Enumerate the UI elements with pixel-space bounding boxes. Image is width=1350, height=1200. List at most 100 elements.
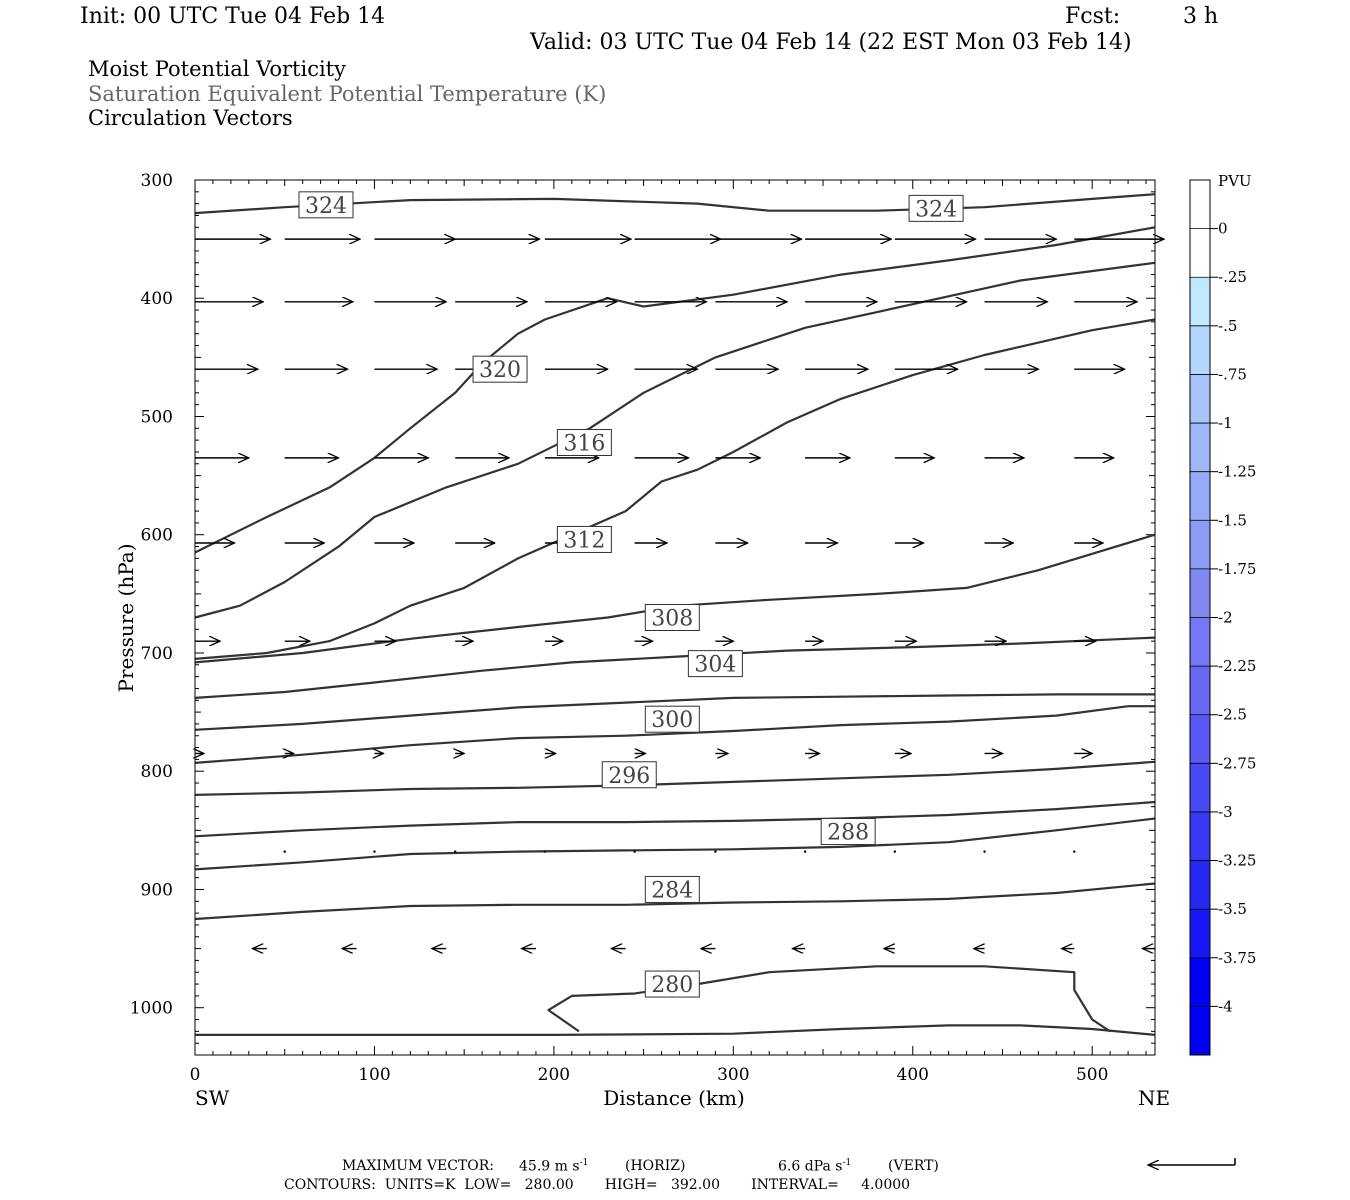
y-tick-label: 300 [141,171,173,191]
valid-time: Valid: 03 UTC Tue 04 Feb 14 (22 EST Mon … [530,30,1132,55]
contour-label-box [644,875,700,903]
theta-e-contour [194,693,1155,731]
field-title-thetae: Saturation Equivalent Potential Temperat… [88,82,607,106]
vector-dot [893,850,897,853]
colorbar-swatch [1190,568,1210,618]
sw-label: SW [195,1086,230,1110]
y-tick-label: 1000 [130,999,173,1019]
y-tick-label: 800 [141,762,173,782]
colorbar-label: -.75 [1218,365,1247,383]
contour-label-box [644,705,700,733]
colorbar-swatch [1190,617,1210,667]
colorbar-swatch [1190,180,1210,229]
contour-label: 288 [827,821,869,846]
x-tick-label: 500 [1076,1065,1108,1085]
max-vector-label: MAXIMUM VECTOR: [342,1158,494,1174]
contour-label-box [556,429,612,456]
vector-dot [714,850,717,853]
contour-label-box [601,761,657,789]
theta-e-contour [194,261,1156,619]
forecast-label: Fcst: [1065,4,1121,29]
colorbar-label: 0 [1218,220,1228,238]
colorbar-label: -3 [1218,803,1233,821]
max-horiz-value: 45.9 m s-1 [519,1158,589,1175]
init-time: Init: 00 UTC Tue 04 Feb 14 [80,4,386,29]
contour-label: 324 [305,194,347,219]
x-tick-label: 200 [538,1065,570,1085]
colorbar-swatch [1190,228,1210,278]
colorbar-swatch [1190,423,1210,472]
contour-label-box [687,650,743,678]
colorbar-label: -3.5 [1218,900,1247,918]
theta-e-contour [547,965,1111,1033]
colorbar-swatch [1190,471,1210,521]
y-tick-label: 400 [141,289,173,309]
x-tick-label: 100 [358,1065,390,1085]
vector-dot [633,850,636,853]
theta-e-contour [194,636,1156,699]
colorbar-swatch [1190,666,1210,715]
theta-e-contour [643,226,1156,308]
x-tick-label: 300 [717,1065,749,1085]
colorbar-label: -2.5 [1218,706,1247,724]
colorbar-label: -4 [1218,997,1233,1015]
contour-label: 324 [915,197,957,222]
y-axis-title: Pressure (hPa) [114,544,138,693]
x-tick-label: 400 [897,1065,929,1085]
vector-dot [283,850,286,853]
vector-dot [983,850,986,853]
theta-e-contour [194,800,1156,838]
colorbar-label: -2.75 [1218,754,1256,772]
forecast-hour: 3 h [1183,4,1219,29]
colorbar-swatch [1190,277,1210,326]
theta-e-contour [194,882,1156,921]
colorbar-label: -.25 [1218,268,1247,286]
colorbar-swatch [1190,325,1210,375]
axis-ticks: 0 100 200 300 400 500 300 400 500 600 700 800 900 100… [130,171,1155,1085]
vector-dot [453,850,457,853]
theta-e-contour [194,817,1156,871]
theta-e-contour [194,760,1156,796]
colorbar-swatch [1190,860,1210,910]
contour-label: 308 [651,607,693,632]
y-tick-label: 600 [141,526,173,546]
vector-dot [803,850,807,853]
plot-frame [194,179,1156,1056]
colorbar-swatch [1190,957,1210,1007]
colorbar-label: -2 [1218,609,1233,627]
contour-label: 284 [651,878,693,903]
vector-dot [373,850,376,853]
colorbar-label: -2.25 [1218,657,1256,675]
contour-label: 312 [563,528,605,553]
circulation-vectors [195,239,1164,948]
contour-label: 280 [651,973,693,998]
contour-label: 300 [651,708,693,733]
contour-label-box [908,194,964,222]
contour-label-box [820,818,876,846]
y-tick-label: 700 [141,644,173,664]
colorbar-label: -3.25 [1218,852,1256,870]
contour-label-box [644,604,700,631]
colorbar-label: -.5 [1218,317,1237,335]
contour-label-box [472,355,528,383]
colorbar-swatch [1190,1006,1210,1055]
contour-label-box [644,970,700,998]
contour-label-box [556,525,612,553]
field-title-mpv: Moist Potential Vorticity [88,57,346,81]
theta-e-contour [194,318,1156,660]
x-tick-label: 0 [190,1065,201,1085]
colorbar-swatch [1190,520,1210,569]
colorbar-label: -1.75 [1218,560,1256,578]
colorbar: PVU 0 -.25 -.5 -.75 -1 -1.25 -1.5 -1.75 -2 -2.25 -2… [1189,172,1256,1056]
horiz-tag: (HORIZ) [625,1158,686,1174]
theta-e-contour [194,297,644,554]
vert-tag: (VERT) [888,1158,939,1174]
contour-label: 316 [563,432,605,457]
y-tick-label: 900 [141,880,173,900]
colorbar-label: -1.25 [1218,463,1256,481]
colorbar-swatch [1190,811,1210,861]
reference-vector [1148,1158,1236,1165]
contour-label: 296 [608,764,650,789]
